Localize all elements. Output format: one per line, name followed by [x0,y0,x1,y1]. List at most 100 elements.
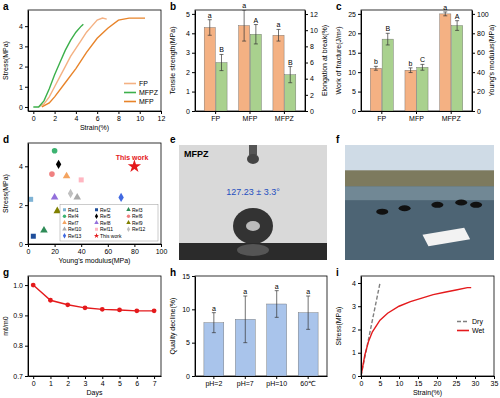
x-axis: FPMFPMFPZ [362,111,473,122]
bar [417,67,428,111]
panel: pH=2pH=7pH=1060℃051015Quality decline(%)… [169,273,328,388]
legend-label: Wet [472,327,484,334]
tick: 0 [472,108,481,115]
tick-mark [192,72,195,73]
error-bar [306,296,310,329]
x-axis: pH=2pH=7pH=1060℃ [196,376,328,388]
tick-label: 10 [348,69,356,76]
tick: 25 [453,376,461,387]
tick: 0 [305,108,314,115]
sample-film [422,228,470,246]
tick-label: 5 [352,88,356,95]
x-axis: 020406080100 [27,244,168,255]
swan [399,205,411,211]
tick-label: 0.8 [13,342,23,349]
tick-mark [305,95,308,96]
axis-line [195,277,196,377]
error-bar [243,296,247,343]
annotation: This work [116,154,149,161]
legend-swatch [124,92,136,94]
data-point [79,177,84,182]
tick-label: FP [211,115,220,122]
data-point [31,234,36,239]
substrate [179,243,327,260]
tick-mark [358,53,361,54]
legend-label: Ref1 [68,207,79,213]
tick-mark [154,376,155,379]
y2-axis-title: Elongation at break(%) [321,25,329,96]
tick-mark [161,111,162,114]
tick-label: 2 [53,115,57,122]
tick-mark [472,72,475,73]
tick: pH=10 [266,376,287,388]
tick: 0.7 [13,373,28,380]
legend-swatch [127,226,130,232]
tick: 3 [352,303,361,310]
panel-letter: i [336,267,339,278]
tick-label: 3 [19,43,23,50]
bar [370,68,381,111]
tick: 10 [305,27,318,34]
tick-mark [475,376,476,379]
panel-letter: e [170,134,176,145]
legend-swatch [95,208,98,211]
tick-mark [213,376,214,379]
x-axis-title: Strain(%) [80,124,109,132]
tick-label: 3 [186,49,190,56]
tick-label: 0 [32,380,36,387]
tick-mark [192,276,195,277]
legend: DryWet [457,318,484,334]
data-point [40,226,48,233]
small-drop [247,154,259,164]
legend-label: This work [100,233,122,239]
data-point [73,193,81,200]
reflection [237,244,269,256]
error-bar [219,54,223,70]
legend-label: Dry [472,318,483,326]
tick-label: 8 [117,115,121,122]
data-point [49,171,55,177]
plot-area [204,291,318,376]
tick: 5 [379,376,383,387]
tick-mark [358,14,361,15]
bar [451,26,462,111]
swan [455,200,467,206]
tick-mark [305,30,308,31]
tick-mark [284,111,285,114]
tick-mark [25,87,28,88]
tick-mark [358,329,361,330]
tick-label: 1 [49,380,53,387]
tick: 4 [186,30,195,37]
legend-swatch [63,215,66,218]
data-line [33,24,83,107]
x-axis-title: Days [87,389,103,397]
plot-frame [28,276,161,376]
tick: 4 [352,280,361,287]
tick-label: 0 [19,104,23,111]
tick-mark [381,111,382,114]
tick-mark [25,376,28,377]
panel-letter: h [170,267,176,278]
tick-label: 2 [19,63,23,70]
y-axis-title: Stress(MPa) [2,41,10,80]
legend-swatch [63,208,66,211]
plot-frame [195,10,305,111]
significance-letter: C [420,56,425,63]
tick-label: 6 [135,380,139,387]
plot-frame [195,276,327,376]
tick-label: 25 [348,11,356,18]
x-axis: 01234567 [29,376,162,387]
tick-label: 10 [396,380,404,387]
tick-label: 0 [27,248,31,255]
tick-label: 80 [131,248,139,255]
bar [405,70,416,111]
axis-line [305,11,306,112]
tick-label: 4 [101,380,105,387]
photo: MFPZ127.23 ± 3.3° [179,145,327,260]
tick-mark [25,205,28,206]
tick-mark [192,33,195,34]
tick: 6 [135,376,139,387]
legend-swatch [94,233,99,238]
tick: 2 [19,202,28,209]
tick-mark [25,285,28,286]
